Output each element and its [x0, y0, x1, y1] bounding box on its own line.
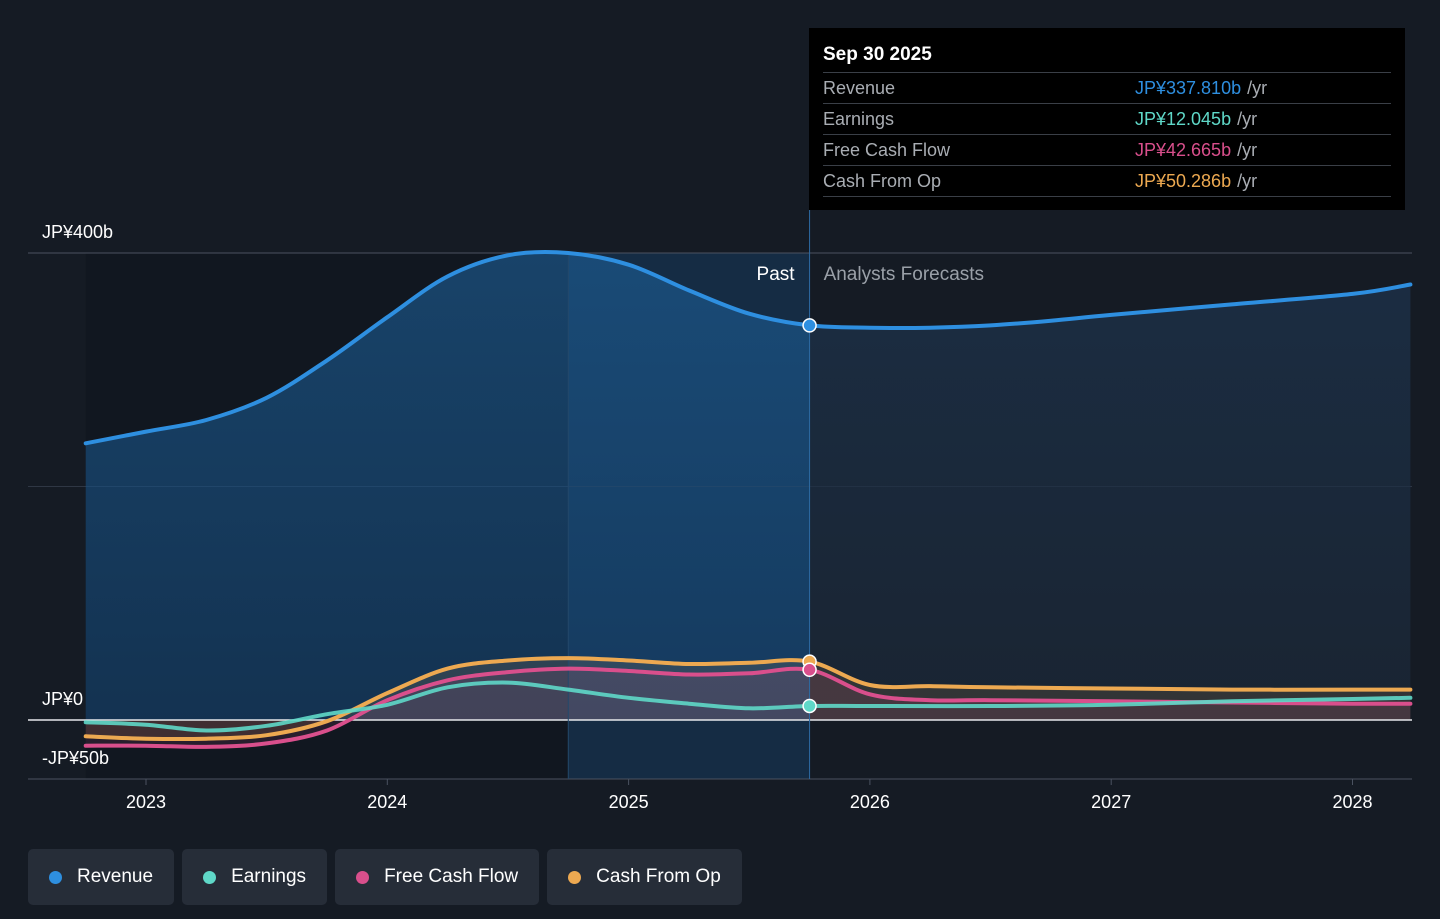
tooltip-unit: /yr [1237, 170, 1258, 191]
tooltip-value: JP¥50.286b [1135, 170, 1232, 191]
past-label: Past [757, 264, 796, 285]
legend-toggle-revenue[interactable]: Revenue [28, 849, 175, 905]
x-axis-label: 2024 [367, 792, 407, 812]
legend-dot-icon [49, 870, 62, 884]
tooltip-label: Free Cash Flow [823, 139, 951, 160]
tooltip-unit: /yr [1237, 139, 1258, 160]
legend-label: Earnings [231, 866, 307, 887]
y-axis-label: -JP¥50b [42, 748, 109, 768]
free-cash-flow-line [83, 666, 1413, 749]
tooltip-row-earnings: Earnings JP¥12.045b /yr [823, 103, 1391, 134]
forecast-label: Analysts Forecasts [824, 264, 985, 285]
x-axis-label: 2023 [126, 792, 166, 812]
cash-from-op-area [85, 658, 1411, 740]
tooltip-row-revenue: Revenue JP¥337.810b /yr [823, 72, 1391, 103]
revenue-area-past [85, 251, 810, 720]
legend-toggle-free-cash-flow[interactable]: Free Cash Flow [335, 849, 540, 905]
x-axis-label: 2027 [1091, 792, 1131, 812]
tooltip-row-free-cash-flow: Free Cash Flow JP¥42.665b /yr [823, 134, 1391, 165]
legend-label: Cash From Op [596, 866, 721, 887]
tooltip-row-cash-from-op: Cash From Op JP¥50.286b /yr [823, 165, 1391, 197]
legend-dot-icon [203, 870, 217, 884]
legend-label: Free Cash Flow [384, 866, 519, 887]
chart-legend: Revenue Earnings Free Cash Flow Cash Fro… [28, 849, 742, 905]
tooltip-value: JP¥12.045b [1135, 108, 1232, 129]
tooltip-unit: /yr [1247, 77, 1268, 98]
free-cash-flow-marker [802, 662, 817, 678]
revenue-line [83, 249, 1413, 446]
y-axis-label: JP¥0 [42, 689, 83, 709]
x-axis-label: 2028 [1332, 792, 1372, 812]
tooltip-label: Earnings [823, 108, 895, 129]
hover-tooltip: Sep 30 2025 Revenue JP¥337.810b /yr Earn… [809, 28, 1405, 210]
earnings-line [83, 680, 1413, 733]
revenue-area-forecast [809, 284, 1411, 720]
legend-label: Revenue [77, 866, 154, 887]
tooltip-value: JP¥337.810b [1135, 77, 1242, 98]
legend-toggle-earnings[interactable]: Earnings [182, 849, 328, 905]
y-axis-label: JP¥400b [42, 222, 113, 242]
tooltip-unit: /yr [1237, 108, 1258, 129]
tooltip-label: Cash From Op [823, 170, 942, 191]
legend-toggle-cash-from-op[interactable]: Cash From Op [547, 849, 742, 905]
earnings-marker [802, 698, 817, 714]
tooltip-value: JP¥42.665b [1135, 139, 1232, 160]
legend-dot-icon [356, 870, 370, 884]
revenue-marker [802, 318, 817, 333]
x-axis-label: 2025 [609, 792, 649, 812]
tooltip-label: Revenue [823, 77, 896, 98]
cash-from-op-line [83, 656, 1413, 742]
legend-dot-icon [568, 870, 582, 884]
tooltip-date: Sep 30 2025 [823, 44, 932, 65]
x-axis-label: 2026 [850, 792, 890, 812]
